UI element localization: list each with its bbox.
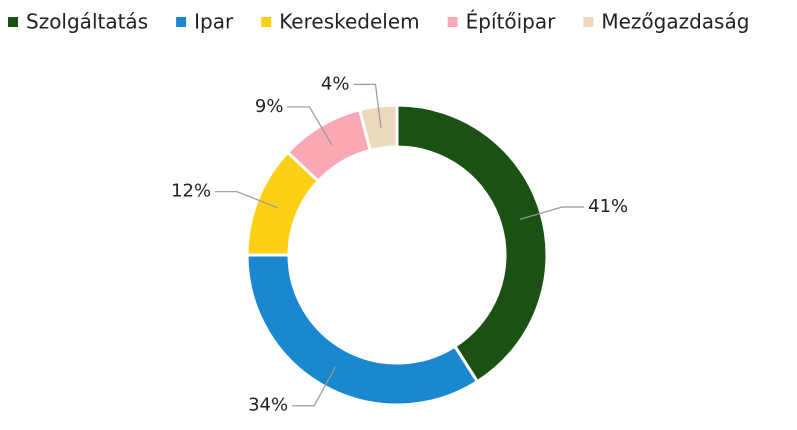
- legend-label: Kereskedelem: [279, 10, 419, 34]
- data-label: 4%: [321, 73, 350, 94]
- legend-swatch: [583, 17, 594, 27]
- data-label: 34%: [248, 395, 288, 416]
- data-label: 41%: [588, 196, 628, 217]
- legend-label: Mezőgazdaság: [601, 10, 749, 34]
- legend-label: Építőipar: [466, 10, 556, 34]
- legend-swatch: [176, 17, 187, 27]
- legend-label: Szolgáltatás: [26, 10, 148, 34]
- donut-slice: [245, 253, 480, 407]
- donut-slice: [357, 103, 399, 153]
- legend-label: Ipar: [194, 10, 234, 34]
- leader-line: [287, 106, 333, 146]
- leader-line: [215, 191, 279, 209]
- legend-swatch: [261, 17, 272, 27]
- data-label: 12%: [171, 181, 211, 202]
- leader-line: [519, 206, 585, 220]
- donut-slice: [395, 103, 549, 384]
- leader-line: [292, 366, 336, 407]
- legend-swatch: [447, 17, 458, 27]
- legend-swatch: [8, 17, 18, 27]
- leader-line: [353, 83, 382, 129]
- data-label: 9%: [255, 96, 284, 117]
